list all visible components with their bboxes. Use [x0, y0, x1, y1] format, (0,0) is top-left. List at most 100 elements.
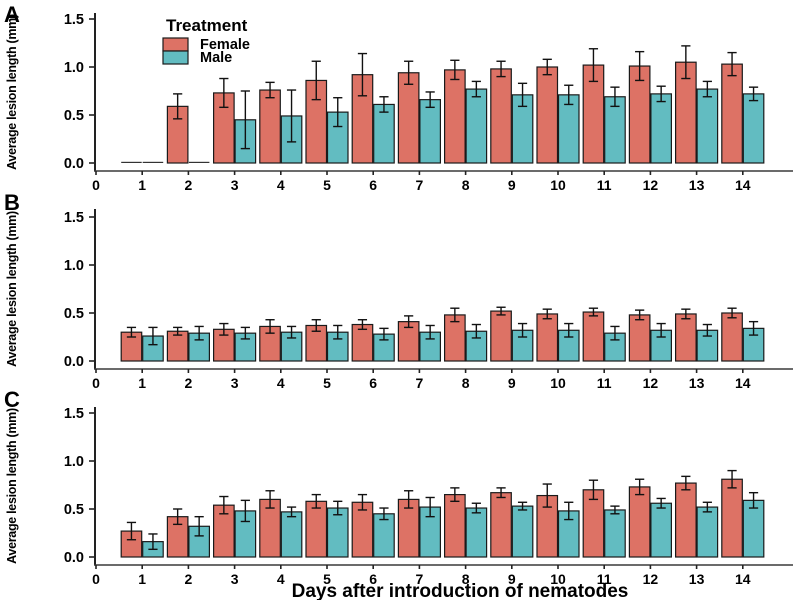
x-tick-label-A: 6: [369, 177, 377, 193]
y-tick-label-B: 0.0: [64, 354, 84, 370]
bar-male-day8-A: [465, 88, 488, 164]
x-tick-label-B: 0: [92, 375, 100, 391]
x-tick-label-C: 10: [550, 571, 566, 587]
panel-letter-A: A: [4, 2, 20, 27]
x-tick-label-C: 2: [185, 571, 193, 587]
y-tick-label-A: 1.0: [64, 60, 84, 76]
x-tick-label-C: 1: [138, 571, 146, 587]
y-tick-label-A: 1.5: [64, 12, 84, 28]
x-tick-label-B: 14: [735, 375, 751, 391]
legend-swatch-male-icon: [162, 50, 189, 65]
bar-male-day14-A: [742, 93, 765, 164]
y-tick-label-B: 0.5: [64, 306, 84, 322]
bar-female-day13-B: [674, 313, 697, 362]
bar-female-day8-C: [444, 494, 466, 558]
x-tick-label-B: 4: [277, 375, 285, 391]
bar-zero-male-day1-A: [142, 161, 164, 163]
y-tick-label-B: 1.0: [64, 258, 84, 274]
bar-male-day6-C: [373, 513, 395, 558]
x-tick-label-A: 11: [597, 177, 612, 193]
x-tick-label-A: 14: [735, 177, 751, 193]
bar-female-day14-B: [721, 312, 743, 362]
bar-zero-female-day1-A: [121, 161, 142, 163]
bar-male-day6-A: [373, 103, 395, 164]
y-tick-label-C: 1.5: [64, 406, 84, 422]
x-tick-label-C: 9: [508, 571, 516, 587]
x-tick-label-B: 9: [508, 375, 516, 391]
x-tick-label-C: 14: [735, 571, 751, 587]
y-axis-label-B: Average lesion length (mm): [5, 211, 19, 367]
bar-male-day14-C: [742, 499, 765, 558]
x-tick-label-A: 7: [416, 177, 424, 193]
x-tick-label-A: 9: [508, 177, 516, 193]
x-tick-label-A: 10: [550, 177, 566, 193]
bar-male-day9-C: [511, 505, 534, 558]
x-tick-label-C: 5: [323, 571, 331, 587]
bar-female-day10-A: [536, 66, 559, 164]
x-tick-label-B: 10: [550, 375, 566, 391]
x-tick-label-A: 5: [323, 177, 331, 193]
legend-label-female: Female: [200, 37, 250, 53]
x-tick-label-A: 3: [231, 177, 239, 193]
x-tick-label-B: 11: [597, 375, 612, 391]
x-tick-label-A: 4: [277, 177, 285, 193]
x-tick-label-B: 13: [689, 375, 705, 391]
x-tick-label-B: 1: [138, 375, 146, 391]
x-tick-label-A: 13: [689, 177, 705, 193]
bar-female-day13-C: [674, 482, 697, 558]
y-tick-label-C: 0.0: [64, 550, 84, 566]
bar-male-day11-C: [604, 509, 626, 558]
x-tick-label-A: 8: [462, 177, 470, 193]
x-tick-label-A: 12: [643, 177, 659, 193]
bar-female-day9-C: [490, 492, 512, 558]
y-axis-label-C: Average lesion length (mm): [5, 408, 19, 564]
bar-male-day4-C: [280, 511, 303, 558]
x-tick-label-C: 4: [277, 571, 285, 587]
bar-male-day7-A: [419, 99, 441, 164]
x-tick-label-B: 6: [369, 375, 377, 391]
bar-female-day10-B: [536, 313, 559, 362]
bar-female-day14-A: [721, 63, 743, 164]
x-axis-title: Days after introduction of nematodes: [292, 581, 629, 600]
bar-female-day14-C: [721, 478, 743, 558]
legend-label-male: Male: [200, 50, 232, 66]
y-tick-label-A: 0.0: [64, 156, 84, 172]
bar-male-day12-A: [650, 93, 673, 164]
x-tick-label-B: 12: [643, 375, 659, 391]
y-tick-label-C: 0.5: [64, 502, 84, 518]
x-tick-label-C: 6: [369, 571, 377, 587]
x-tick-label-B: 7: [416, 375, 424, 391]
bar-female-day4-A: [259, 89, 281, 164]
bar-male-day13-A: [696, 88, 719, 164]
y-tick-label-C: 1.0: [64, 454, 84, 470]
x-tick-label-A: 0: [92, 177, 100, 193]
x-tick-label-C: 11: [597, 571, 612, 587]
y-axis-label-A: Average lesion length (mm): [5, 14, 19, 170]
legend-title: Treatment: [166, 16, 248, 35]
legend-swatch-female-icon: [162, 37, 189, 52]
bar-female-day5-C: [305, 500, 328, 558]
x-tick-label-B: 5: [323, 375, 331, 391]
bar-female-day8-A: [444, 69, 466, 164]
x-tick-label-C: 8: [462, 571, 470, 587]
x-tick-label-B: 2: [185, 375, 193, 391]
bar-male-day8-C: [465, 507, 488, 558]
bar-female-day9-A: [490, 68, 512, 164]
x-tick-label-B: 8: [462, 375, 470, 391]
bar-female-day11-B: [582, 311, 605, 362]
bar-female-day12-B: [628, 314, 651, 362]
x-tick-label-C: 13: [689, 571, 705, 587]
bar-female-day12-C: [628, 486, 651, 558]
x-tick-label-C: 0: [92, 571, 100, 587]
bar-female-day7-A: [397, 72, 420, 164]
bar-male-day13-C: [696, 506, 719, 558]
bar-zero-male-day2-A: [188, 161, 210, 163]
bar-male-day12-C: [650, 502, 673, 558]
x-tick-label-A: 1: [138, 177, 146, 193]
panel-letter-C: C: [4, 387, 20, 412]
x-tick-label-C: 7: [416, 571, 424, 587]
x-tick-label-A: 2: [185, 177, 193, 193]
x-tick-label-C: 12: [643, 571, 659, 587]
